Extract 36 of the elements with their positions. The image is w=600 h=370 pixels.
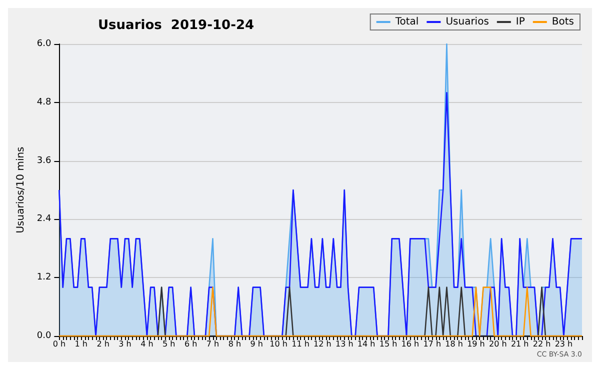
legend-label: IP	[516, 16, 525, 28]
y-tick-label: 3.6	[36, 156, 52, 166]
x-tick-label: 7 h	[206, 340, 220, 348]
y-tick-label: 0.0	[36, 331, 52, 341]
x-tick-label: 22 h	[532, 340, 551, 348]
x-tick-label: 11 h	[292, 340, 310, 348]
y-tick-label: 2.4	[36, 214, 52, 224]
x-tick-label: 20 h	[489, 340, 507, 348]
x-tick-label: 12 h	[314, 340, 332, 348]
x-tick-label: 13 h	[335, 340, 354, 348]
x-tick-label: 16 h	[401, 340, 420, 348]
x-tick-label: 6 h	[184, 340, 198, 348]
x-tick-label: 17 h	[423, 340, 442, 348]
x-tick-label: 4 h	[140, 340, 154, 348]
x-tick-label: 18 h	[445, 340, 463, 348]
legend-label: Usuarios	[446, 16, 489, 28]
x-tick-label: 10 h	[270, 340, 288, 348]
x-tick-label: 1 h	[74, 340, 88, 348]
x-tick-label: 3 h	[118, 340, 132, 348]
x-tick-label: 5 h	[162, 340, 176, 348]
y-axis-title: Usuarios/10 mins	[16, 146, 26, 234]
x-tick-label: 19 h	[467, 340, 485, 348]
y-tick-label: 6.0	[36, 39, 52, 49]
x-tick-label: 9 h	[250, 340, 263, 348]
x-tick-label: 15 h	[379, 340, 398, 348]
legend-label: Bots	[552, 16, 574, 28]
chart-title: Usuarios 2019-10-24	[98, 18, 254, 33]
y-tick-label: 1.2	[36, 272, 52, 283]
y-tick-label: 4.8	[36, 97, 52, 108]
legend-label: Total	[394, 16, 419, 28]
x-tick-label: 2 h	[96, 340, 110, 348]
x-tick-label: 21 h	[510, 340, 529, 348]
x-tick-label: 8 h	[228, 340, 242, 348]
x-tick-label: 14 h	[357, 340, 376, 348]
x-tick-label: 23 h	[554, 340, 573, 348]
x-tick-label: 0 h	[52, 340, 66, 348]
